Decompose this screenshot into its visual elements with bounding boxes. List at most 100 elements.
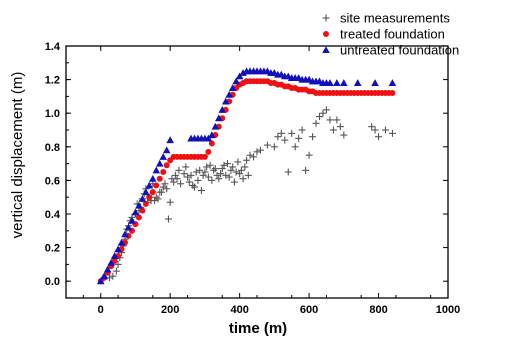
data-point bbox=[309, 133, 317, 141]
data-point bbox=[246, 151, 254, 159]
data-point bbox=[288, 129, 296, 137]
data-point bbox=[253, 148, 261, 156]
data-point bbox=[217, 170, 225, 178]
y-tick-label: 1.2 bbox=[45, 75, 60, 87]
data-point bbox=[333, 79, 341, 86]
data-point bbox=[218, 106, 227, 113]
data-point bbox=[152, 193, 160, 201]
data-point bbox=[302, 166, 310, 174]
data-point bbox=[353, 79, 362, 86]
data-point bbox=[340, 79, 348, 86]
data-point bbox=[388, 79, 397, 86]
data-point bbox=[298, 126, 306, 134]
data-point bbox=[277, 129, 285, 137]
data-point bbox=[227, 166, 235, 174]
data-point bbox=[190, 183, 198, 191]
data-point bbox=[223, 160, 231, 168]
data-point bbox=[117, 238, 126, 246]
data-point bbox=[333, 116, 341, 124]
data-point bbox=[239, 175, 247, 183]
data-point bbox=[185, 178, 193, 186]
data-point bbox=[215, 114, 223, 122]
y-tick-label: 0.4 bbox=[45, 209, 61, 221]
data-point bbox=[170, 178, 178, 186]
data-point bbox=[110, 252, 119, 260]
data-point bbox=[139, 207, 146, 214]
data-point bbox=[225, 90, 234, 98]
data-point bbox=[182, 163, 190, 171]
data-point bbox=[187, 171, 195, 179]
data-point bbox=[211, 165, 219, 173]
series-plus bbox=[105, 106, 396, 282]
data-point bbox=[211, 122, 220, 130]
series-circle bbox=[97, 78, 396, 285]
x-tick-label: 600 bbox=[300, 304, 318, 316]
data-point bbox=[149, 189, 156, 196]
data-point bbox=[213, 171, 221, 179]
x-tick-label: 800 bbox=[369, 304, 387, 316]
data-point bbox=[153, 182, 160, 189]
data-point bbox=[389, 90, 396, 97]
data-point bbox=[175, 166, 183, 174]
data-point bbox=[215, 175, 223, 183]
data-point bbox=[229, 163, 237, 171]
data-point bbox=[375, 133, 383, 141]
data-point bbox=[162, 146, 171, 154]
data-point bbox=[208, 140, 215, 147]
data-point bbox=[158, 188, 165, 196]
data-point bbox=[138, 195, 147, 202]
data-point bbox=[208, 176, 216, 184]
data-point bbox=[316, 113, 324, 121]
data-point bbox=[163, 162, 170, 169]
data-point bbox=[151, 197, 159, 205]
data-point bbox=[336, 123, 344, 131]
y-tick-label: 0.0 bbox=[45, 276, 60, 288]
legend-marker bbox=[323, 31, 329, 37]
data-point bbox=[159, 153, 168, 160]
data-point bbox=[146, 194, 153, 201]
data-point bbox=[180, 170, 188, 178]
data-point bbox=[210, 166, 218, 174]
y-tick-label: 1.0 bbox=[45, 108, 60, 120]
data-point bbox=[237, 166, 245, 174]
data-point bbox=[222, 171, 230, 179]
data-point bbox=[256, 146, 264, 154]
data-point bbox=[312, 119, 320, 127]
data-point bbox=[135, 214, 142, 221]
data-point bbox=[234, 158, 242, 166]
legend-marker bbox=[322, 46, 330, 54]
data-point bbox=[189, 181, 197, 189]
data-point bbox=[220, 161, 228, 169]
data-point bbox=[196, 166, 204, 174]
legend-marker bbox=[322, 14, 330, 22]
data-point bbox=[103, 265, 112, 273]
data-point bbox=[184, 173, 192, 181]
data-point bbox=[131, 208, 140, 216]
data-point bbox=[326, 116, 334, 124]
data-point bbox=[230, 178, 238, 186]
ticks: 0 200 400 600 800 1000 0.0 0.2 0.4 0.6 0.8 1.0 1.2 1.… bbox=[45, 41, 461, 316]
data-point bbox=[121, 230, 129, 238]
data-point bbox=[281, 136, 289, 144]
data-point bbox=[128, 216, 136, 224]
data-point bbox=[154, 195, 162, 203]
data-point bbox=[232, 168, 240, 176]
data-point bbox=[368, 123, 376, 131]
data-point bbox=[291, 143, 299, 151]
x-tick-label: 0 bbox=[98, 304, 104, 316]
data-point bbox=[371, 126, 379, 134]
data-point bbox=[161, 180, 169, 188]
series-triangle bbox=[96, 67, 397, 285]
data-point bbox=[243, 156, 251, 164]
data-point bbox=[388, 129, 396, 137]
data-point bbox=[107, 258, 115, 266]
y-axis-title: vertical displacement (m) bbox=[9, 72, 26, 239]
data-point bbox=[225, 173, 233, 181]
data-point bbox=[201, 153, 208, 160]
data-point bbox=[177, 180, 185, 188]
data-point bbox=[295, 134, 303, 142]
data-point bbox=[244, 171, 252, 179]
data-point bbox=[340, 131, 348, 139]
